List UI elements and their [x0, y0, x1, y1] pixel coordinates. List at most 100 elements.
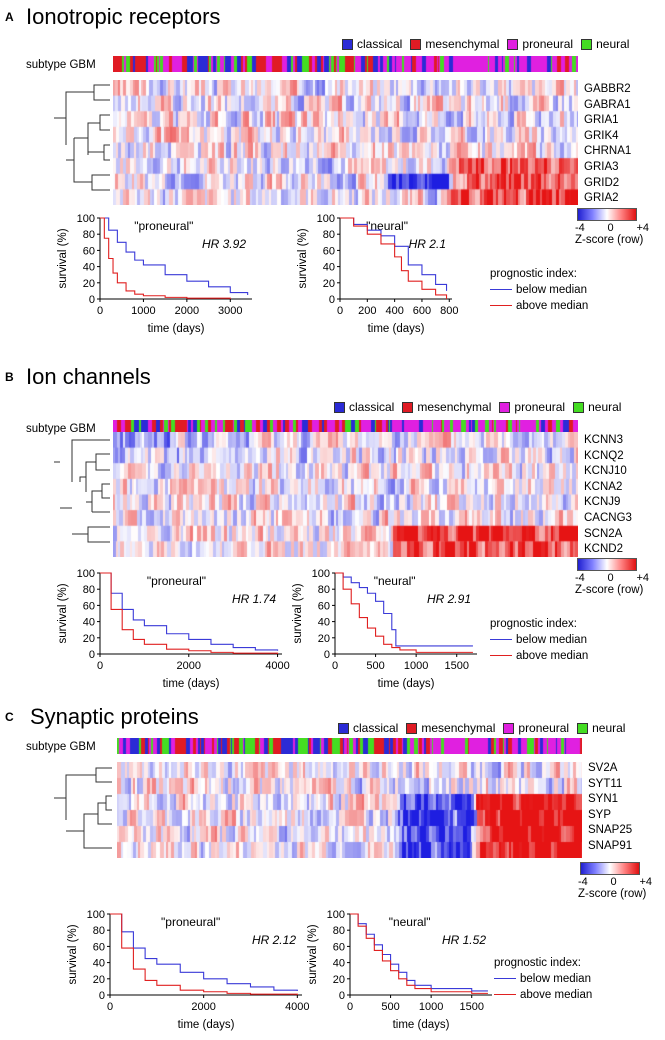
proneural-swatch [503, 722, 515, 734]
km-plot-proneural: 0 20 40 60 80 100 0 2000 4000 time (days) survival… [57, 568, 290, 690]
below-median-label: below median [520, 973, 591, 985]
zscore-colorbar [580, 862, 640, 875]
zscore-max: +4 [639, 876, 652, 888]
y-tick-label: 20 [323, 278, 335, 290]
mesenchymal-swatch [402, 401, 414, 413]
legend-classical: classical [349, 400, 395, 414]
zscore-colorbar [577, 208, 637, 221]
proneural-swatch [507, 38, 519, 50]
subtype-bar [117, 738, 582, 754]
neural-swatch [573, 401, 585, 413]
mesenchymal-swatch [406, 722, 418, 734]
subtype-bar [113, 56, 578, 72]
hazard-ratio: HR 3.92 [202, 237, 246, 251]
gene-list: KCNN3 KCNQ2 KCNJ10 KCNA2 KCNJ9 CACNG3 SC… [584, 433, 632, 558]
panel-letter: B [5, 370, 14, 384]
km-subtype-label: "neural" [389, 915, 431, 929]
prognostic-title: prognostic index: [490, 268, 577, 280]
gene-label: GRIA2 [584, 192, 619, 205]
zscore-min: -4 [575, 222, 585, 234]
y-tick-label: 0 [329, 294, 335, 306]
above-median-label: above median [520, 989, 593, 1001]
panel-c: C Synaptic proteins classical mesenchyma… [0, 700, 665, 1040]
y-tick-label: 80 [93, 925, 105, 937]
zscore-label: Z-score (row) [575, 234, 644, 246]
x-tick-label: 1000 [131, 305, 155, 317]
below-median-line [490, 639, 512, 641]
gene-label: SYT11 [588, 777, 623, 790]
zscore-max: +4 [636, 222, 649, 234]
x-tick-label: 500 [381, 1001, 399, 1013]
gene-label: SNAP91 [588, 839, 633, 852]
km-plot-neural: 0 20 40 60 80 100 0 200 400 600 800 time (days) surv… [297, 213, 458, 335]
legend-neural: neural [592, 721, 626, 735]
gene-label: SYP [588, 808, 612, 821]
below-median-curve [100, 572, 279, 651]
y-tick-label: 40 [93, 958, 105, 970]
y-tick-label: 40 [333, 958, 345, 970]
panel-title: Ion channels [26, 364, 151, 389]
zscore-label: Z-score (row) [578, 888, 647, 900]
y-tick-label: 100 [317, 213, 335, 225]
y-tick-label: 20 [93, 974, 105, 986]
above-median-line [490, 655, 512, 657]
above-median-curve [100, 572, 279, 654]
dendrogram [54, 439, 110, 543]
y-axis-label: survival (%) [57, 583, 69, 643]
y-tick-label: 0 [339, 990, 345, 1002]
heatmap [113, 80, 578, 205]
x-tick-label: 600 [413, 305, 431, 317]
panel-b: B Ion channels classical mesenchymal pro… [0, 360, 665, 690]
x-tick-label: 0 [97, 660, 103, 672]
zscore-legend: -4 0 +4 Z-score (row) [575, 208, 665, 246]
above-median-line [494, 994, 516, 996]
y-tick-label: 60 [323, 245, 335, 257]
neural-swatch [577, 722, 589, 734]
prognostic-legend: prognostic index: below median above med… [490, 266, 588, 314]
x-tick-label: 1000 [404, 660, 428, 672]
dendrogram [54, 84, 110, 191]
gene-label: SCN2A [584, 527, 623, 540]
subtype-label: subtype GBM [26, 59, 96, 71]
below-median-curve [100, 217, 249, 295]
zscore-legend: -4 0 +4 Z-score (row) [578, 862, 665, 900]
y-tick-label: 100 [77, 213, 95, 225]
classical-swatch [342, 38, 353, 50]
km-subtype-label: "proneural" [134, 219, 193, 233]
panel-letter: A [5, 10, 14, 24]
subtype-legend: classical mesenchymal proneural neural [326, 400, 621, 414]
heatmap [117, 762, 582, 858]
legend-proneural: proneural [518, 721, 570, 735]
gene-label: GRIK4 [584, 129, 619, 142]
zscore-mid: 0 [607, 572, 614, 584]
y-tick-label: 60 [83, 245, 95, 257]
x-tick-label: 1500 [444, 660, 468, 672]
gene-label: GRIA1 [584, 114, 619, 127]
mesenchymal-swatch [410, 38, 422, 50]
gene-label: GABBR2 [584, 83, 631, 95]
x-tick-label: 0 [97, 305, 103, 317]
heatmap [113, 432, 578, 557]
hazard-ratio: HR 2.91 [427, 592, 471, 606]
y-tick-label: 60 [318, 600, 330, 612]
x-axis-label: time (days) [148, 323, 205, 335]
gene-label: GRIA3 [584, 160, 619, 173]
zscore-colorbar [577, 558, 637, 571]
above-median-curve [100, 217, 231, 299]
gene-label: KCNQ2 [584, 449, 624, 462]
classical-swatch [334, 401, 345, 413]
y-tick-label: 60 [93, 941, 105, 953]
legend-mesenchymal: mesenchymal [421, 721, 496, 735]
zscore-min: -4 [578, 876, 588, 888]
x-tick-label: 1500 [459, 1001, 483, 1013]
gene-label: KCNA2 [584, 480, 623, 493]
x-tick-label: 200 [358, 305, 376, 317]
gene-list: GABBR2 GABRA1 GRIA1 GRIK4 CHRNA1 GRIA3 G… [584, 82, 631, 207]
gene-label: CHRNA1 [584, 145, 632, 158]
subtype-legend: classical mesenchymal proneural neural [334, 37, 629, 51]
x-tick-label: 400 [385, 305, 403, 317]
prognostic-title: prognostic index: [494, 957, 581, 969]
x-tick-label: 500 [366, 660, 384, 672]
